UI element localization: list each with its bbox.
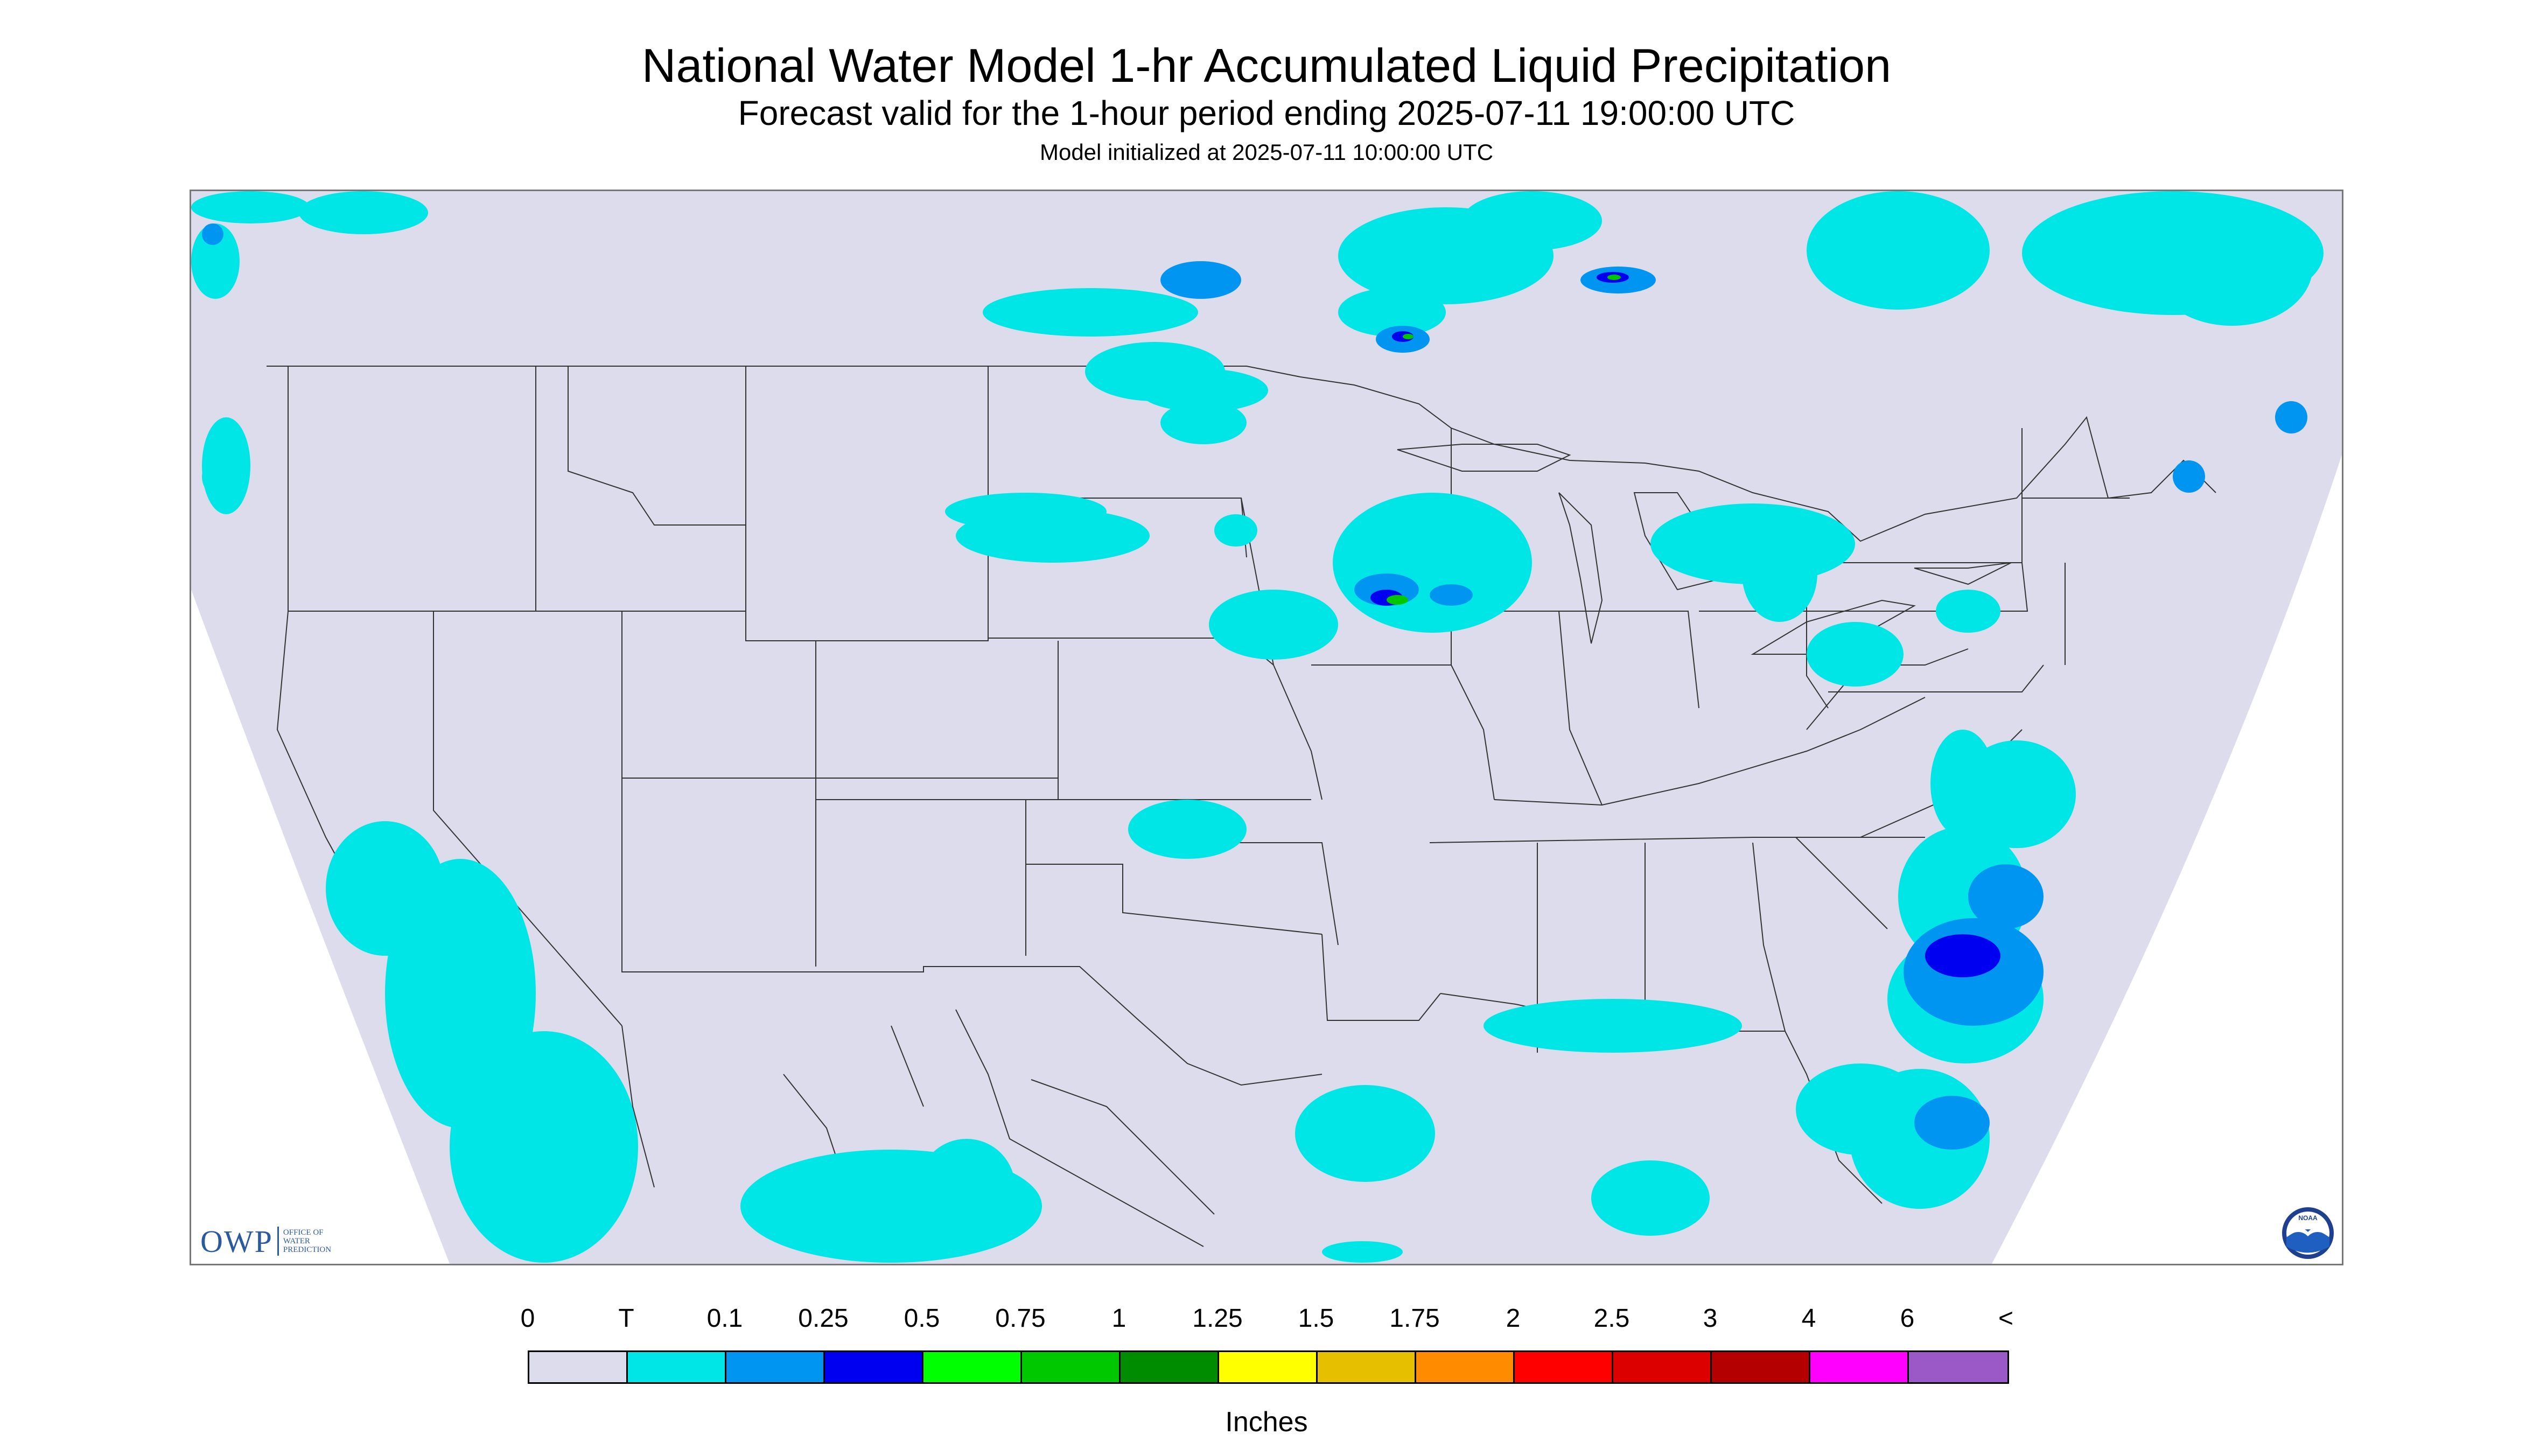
legend-swatch	[1121, 1352, 1219, 1382]
precip-cell	[2151, 207, 2313, 326]
legend-tick-label: 0.1	[706, 1304, 743, 1333]
model-init-text: Model initialized at 2025-07-11 10:00:00…	[1039, 139, 1494, 165]
owp-text-line: Prediction	[283, 1245, 332, 1254]
owp-text-line: Water	[283, 1237, 310, 1245]
precipitation-map	[190, 190, 2343, 1265]
legend-swatch	[1022, 1352, 1121, 1382]
legend-labels: 0 T 0.1 0.25 0.5 0.75 1 1.25 1.5 1.75 2 2.5 3 4 6 <	[0, 1306, 2533, 1338]
forecast-valid-subtitle: Forecast valid for the 1-hour period end…	[738, 94, 1795, 132]
legend-tick-label: 4	[1801, 1304, 1816, 1333]
precip-cell	[1322, 1241, 1403, 1263]
precip-cell	[2173, 460, 2205, 493]
legend-swatch	[1515, 1352, 1613, 1382]
legend-tick-label: <	[1998, 1304, 2014, 1333]
legend-tick-label: 0.25	[798, 1304, 849, 1333]
precip-cell	[1591, 1160, 1710, 1236]
legend-unit-label: Inches	[1225, 1406, 1308, 1438]
precip-cell	[450, 1031, 638, 1263]
precip-cell	[1742, 525, 1817, 622]
precip-cell	[1936, 590, 2000, 633]
legend-tick-label: 0.75	[995, 1304, 1046, 1333]
precip-cell	[1462, 191, 1602, 250]
map-title: National Water Model 1-hr Accumulated Li…	[641, 39, 1892, 92]
precip-cell	[1333, 493, 1532, 633]
precip-cell	[1807, 191, 1990, 310]
noaa-logo: NOAA	[2281, 1206, 2335, 1260]
precip-cell	[1403, 334, 1414, 339]
precip-cell	[956, 509, 1150, 563]
precip-cell	[1914, 1096, 1990, 1150]
noaa-gull-icon: NOAA	[2282, 1207, 2334, 1259]
legend-tick-label: 1.75	[1389, 1304, 1440, 1333]
legend-swatch	[1810, 1352, 1909, 1382]
legend-tick-label: 6	[1900, 1304, 1915, 1333]
precip-cell	[299, 191, 428, 234]
owp-logo: OWP Office of Water Prediction	[200, 1222, 378, 1260]
precip-cell	[1484, 999, 1742, 1053]
precip-cell	[1430, 584, 1473, 606]
precip-cell	[1128, 800, 1247, 859]
legend-swatch	[628, 1352, 726, 1382]
legend-tick-label: 1	[1111, 1304, 1126, 1333]
precip-cell	[1214, 514, 1257, 547]
legend-swatch	[923, 1352, 1022, 1382]
legend-swatch	[726, 1352, 825, 1382]
precip-cell	[1925, 934, 2000, 977]
noaa-text: NOAA	[2298, 1214, 2318, 1222]
precip-cell	[1209, 590, 1338, 660]
precip-cell	[1607, 275, 1621, 280]
legend-swatch	[825, 1352, 923, 1382]
legend-tick-label: 3	[1703, 1304, 1718, 1333]
legend-swatch	[1909, 1352, 2007, 1382]
precip-cell	[1807, 622, 1904, 687]
legend-swatch	[1712, 1352, 1810, 1382]
precipitation-areas	[191, 191, 2324, 1263]
precip-cell	[1968, 864, 2044, 929]
owp-mark: OWP	[200, 1223, 273, 1259]
legend-tick-label: 0	[520, 1304, 535, 1333]
precip-cell	[918, 1139, 1015, 1236]
precip-cell	[2275, 401, 2307, 433]
precip-cell	[1160, 401, 1247, 444]
precip-cell	[191, 191, 310, 223]
owp-logo-text: Office of Water Prediction	[283, 1228, 331, 1254]
owp-text-line: Office of	[283, 1228, 324, 1237]
precip-cell	[1139, 369, 1268, 412]
legend-color-bar	[528, 1350, 2009, 1384]
legend-tick-label: T	[618, 1304, 634, 1333]
precip-cell	[983, 288, 1198, 337]
precip-cell	[191, 223, 240, 299]
precip-cell	[1338, 288, 1446, 337]
legend-swatch	[1318, 1352, 1416, 1382]
map-canvas	[191, 191, 2342, 1264]
legend-tick-label: 2	[1506, 1304, 1521, 1333]
precip-cell	[1160, 261, 1241, 299]
precip-cell	[1295, 1085, 1435, 1182]
model-domain	[191, 191, 2342, 1264]
legend-swatch	[1219, 1352, 1318, 1382]
legend-swatch	[1613, 1352, 1712, 1382]
legend-tick-label: 1.25	[1192, 1304, 1243, 1333]
owp-divider	[277, 1227, 279, 1256]
legend-tick-label: 1.5	[1298, 1304, 1334, 1333]
precip-cell	[202, 223, 223, 245]
precip-cell	[1957, 740, 2076, 848]
precip-cell	[202, 460, 223, 493]
legend-tick-label: 0.5	[904, 1304, 940, 1333]
legend-tick-label: 2.5	[1593, 1304, 1630, 1333]
legend-swatch	[529, 1352, 628, 1382]
precip-cell	[1387, 595, 1408, 605]
legend-swatch	[1416, 1352, 1515, 1382]
